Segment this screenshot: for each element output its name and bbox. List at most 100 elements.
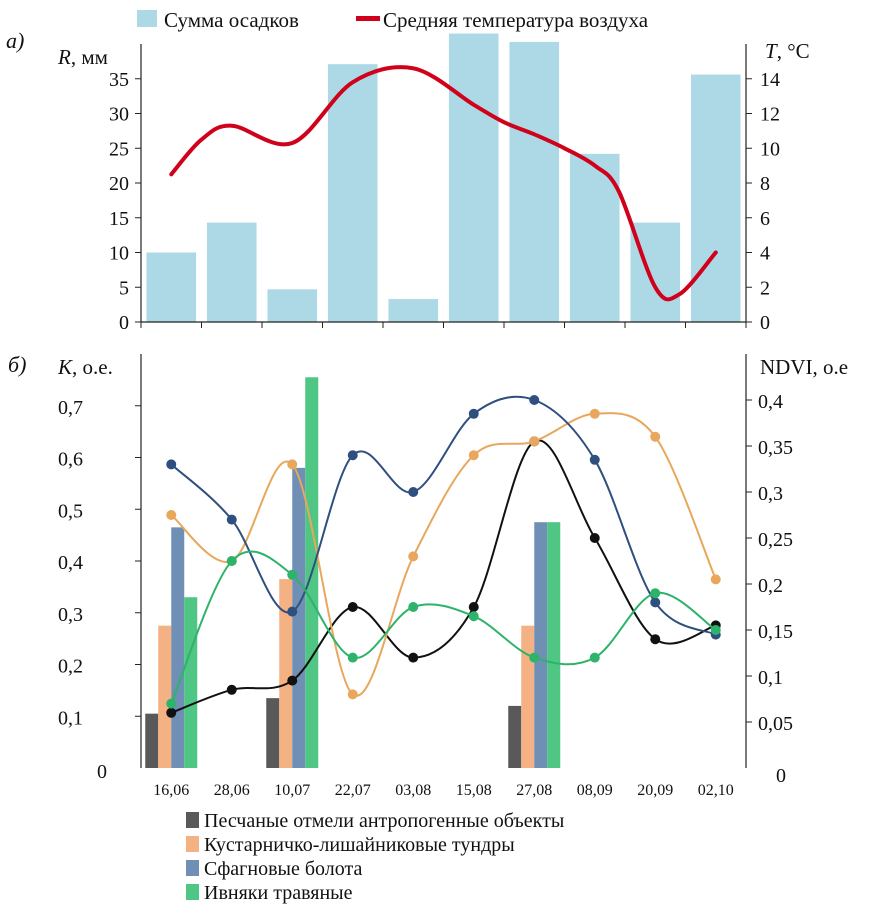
class-bar (521, 625, 535, 768)
class-bar (508, 705, 522, 768)
ndvi-point (589, 408, 600, 419)
panel-b-right-tick-label: 0,25 (758, 529, 793, 551)
bottom-legend-swatch (186, 812, 199, 828)
panel-b-right-tick-label: 0,3 (758, 483, 783, 505)
ndvi-point (589, 454, 600, 465)
panel-b-left-axis-var: K (57, 355, 73, 379)
ndvi-point (710, 625, 721, 635)
ndvi-point (589, 533, 600, 543)
panel-b-label: б) (8, 352, 26, 377)
bottom-legend-label: Песчаные отмели антропогенные объекты (204, 810, 564, 832)
panel-a-left-tick-label: 35 (109, 69, 129, 91)
ndvi-point (408, 602, 419, 612)
x-tick-label: 28,06 (214, 782, 250, 799)
panel-b-left-tick-label: 0,6 (58, 449, 83, 471)
panel-a-left-tick-label: 25 (109, 138, 129, 160)
panel-b-right-tick-label: 0,05 (758, 713, 793, 735)
class-bar (145, 713, 159, 768)
precip-bar (448, 33, 499, 322)
panel-a-left-tick-label: 0 (119, 312, 129, 334)
panel-a-label: а) (6, 28, 24, 53)
ndvi-point (408, 551, 419, 562)
panel-a-right-tick-label: 4 (760, 243, 770, 265)
panel-a-left-axis-unit: , мм (71, 45, 108, 69)
ndvi-point (287, 569, 298, 580)
panel-b-right-tick-label: 0,4 (758, 391, 783, 413)
ndvi-point (166, 510, 177, 520)
panel-a-right-axis-unit: , °С (777, 39, 810, 63)
panel-a-left-tick-label: 20 (109, 173, 129, 195)
panel-b-right-tick-label: 0,35 (758, 437, 793, 459)
panel-b-right-tick-label: 0,15 (758, 621, 793, 643)
panel-b-right-tick-label: 0,2 (758, 575, 783, 597)
panel-b-left-tick-label: 0,3 (58, 604, 83, 626)
ndvi-point (166, 698, 177, 709)
x-tick-label: 15,08 (456, 782, 492, 799)
panel-b-left-tick-label: 0,5 (58, 500, 83, 522)
ndvi-point (529, 395, 540, 405)
ndvi-point (166, 707, 177, 718)
x-tick-label: 03,08 (395, 782, 431, 799)
ndvi-point (468, 450, 479, 461)
ndvi-point (650, 431, 661, 442)
legend-precip-label: Сумма осадков (164, 8, 299, 32)
panel-b-left-tick-label: 0,4 (58, 552, 83, 574)
panel-a-right-axis-var: T (765, 39, 778, 63)
x-tick-label: 10,07 (274, 782, 310, 799)
precip-bar (327, 64, 378, 322)
top-legend: Сумма осадков Средняя температура воздух… (137, 8, 649, 32)
ndvi-point (408, 652, 419, 663)
panel-a-right-axis-title: T, °С (765, 39, 810, 63)
ndvi-point (166, 459, 177, 470)
class-bar (158, 625, 172, 768)
class-bar (266, 698, 280, 768)
x-tick-label: 27,08 (516, 782, 552, 799)
bottom-legend-label: Сфагновые болота (204, 858, 362, 880)
ndvi-point (226, 684, 237, 695)
bottom-legend-label: Ивняки травяные (204, 882, 353, 904)
panel-b-left-tick-label: 0,1 (58, 707, 83, 729)
legend-precip-swatch (137, 10, 157, 27)
ndvi-point (468, 611, 479, 622)
class-bar (534, 522, 548, 768)
ndvi-point (226, 556, 237, 566)
panel-b-left-axis-title: K, о.е. (57, 355, 113, 379)
panel-a-left-tick-label: 10 (109, 243, 129, 265)
panel-b-right-axis-title: NDVI, о.е (760, 355, 848, 379)
panel-a-right-tick-label: 14 (760, 69, 780, 91)
precip-bar (630, 222, 681, 322)
class-bar (292, 467, 306, 768)
legend-temp-swatch (356, 16, 380, 21)
ndvi-point (710, 574, 721, 585)
ndvi-point (650, 588, 661, 599)
panel-b-left-tick-label: 0,7 (58, 397, 83, 419)
class-bar (547, 522, 561, 768)
bottom-legend-swatch (186, 860, 199, 876)
ndvi-point (650, 597, 661, 608)
bottom-legend-swatch (186, 884, 199, 900)
x-tick-label: 08,09 (577, 782, 613, 799)
ndvi-point (529, 436, 540, 447)
ndvi-point (287, 675, 298, 686)
panel-a-right-tick-label: 6 (760, 208, 770, 230)
legend-temp-label: Средняя температура воздуха (383, 8, 649, 32)
class-bar (184, 597, 198, 768)
x-tick-label: 16,06 (153, 782, 189, 799)
ndvi-point (408, 487, 419, 497)
bottom-legend: Песчаные отмели антропогенные объектыКус… (186, 810, 564, 904)
panel-b-right-tick-label: 0 (776, 765, 786, 787)
panel-a-left-tick-label: 15 (109, 208, 129, 230)
ndvi-point (287, 606, 298, 617)
class-bar (279, 579, 293, 768)
ndvi-point (226, 514, 237, 525)
temperature-line (169, 65, 718, 302)
panel-b-plot: 0 0,1 0,2 0,3 0,4 0,5 0,6 0,7 0 0,05 0,1 0,15 0,2 0,2… (58, 354, 793, 799)
ndvi-point (347, 689, 358, 700)
ndvi-point (650, 634, 661, 645)
class-bar (171, 527, 185, 768)
panel-a-right-tick-label: 10 (760, 138, 780, 160)
ndvi-line (170, 550, 717, 704)
panel-b-left-tick-label: 0 (97, 761, 107, 783)
precip-bar (206, 222, 257, 322)
precip-bar (388, 299, 439, 322)
